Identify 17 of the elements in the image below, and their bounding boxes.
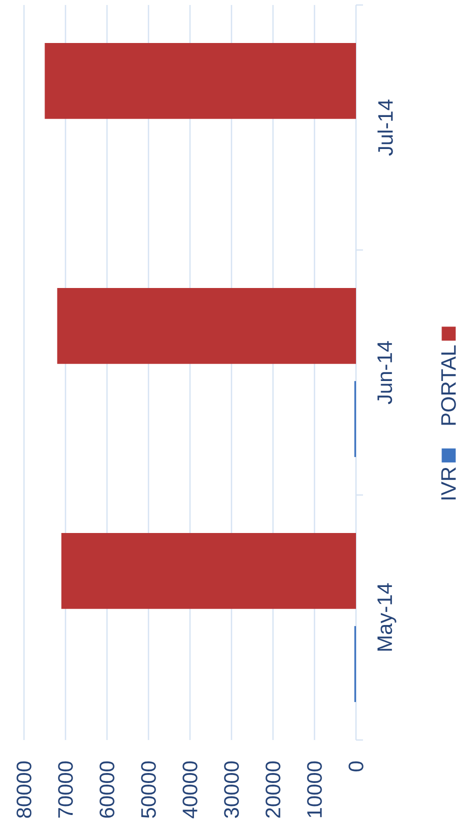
y-tick-label: Jun-14 [378, 341, 392, 404]
x-tick-label: 20000 [266, 761, 280, 818]
bar [44, 42, 356, 119]
legend-label: IVR [441, 467, 456, 500]
x-tick-label: 50000 [141, 761, 156, 818]
x-tick-label: 0 [348, 761, 364, 772]
x-tick-label: 10000 [307, 761, 322, 818]
x-tick-label: 60000 [100, 761, 114, 818]
y-tick-label: May-14 [378, 583, 396, 651]
bar [61, 532, 356, 609]
bar [57, 288, 356, 364]
x-tick-label: 30000 [224, 761, 239, 818]
x-tick-label: 80000 [16, 761, 32, 818]
x-tick-label: 40000 [182, 761, 198, 818]
y-tick-label: Jul-14 [378, 100, 393, 156]
legend-label: PORTAL [441, 345, 456, 425]
x-tick-label: 70000 [58, 761, 73, 818]
